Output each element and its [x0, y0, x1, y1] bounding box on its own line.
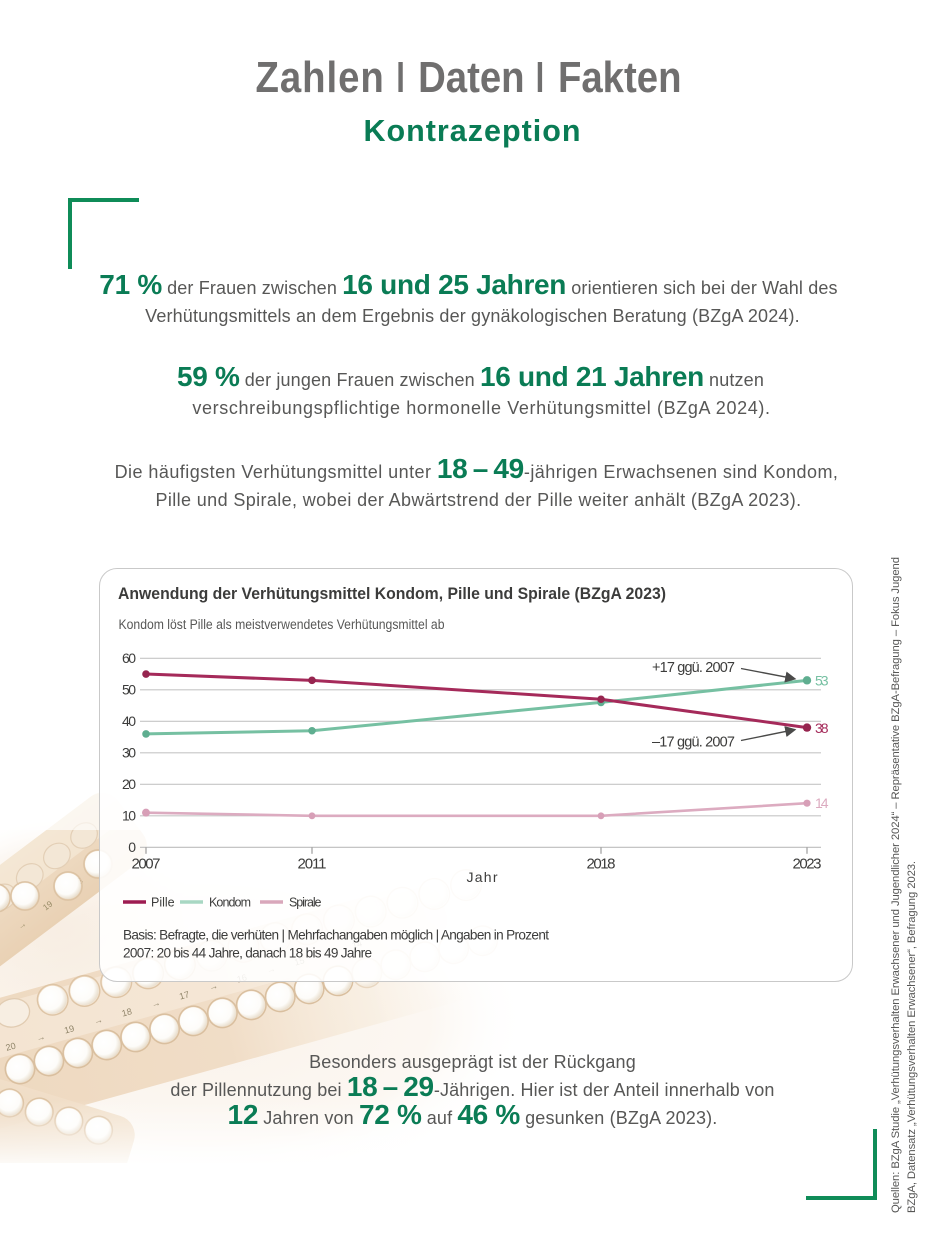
svg-text:60: 60: [122, 650, 136, 666]
svg-text:Pille: Pille: [151, 895, 175, 909]
svg-text:17: 17: [178, 989, 190, 1001]
svg-text:Basis: Befragte, die verhüten: Basis: Befragte, die verhüten | Mehrfach…: [123, 928, 549, 943]
svg-text:–17 ggü. 2007: –17 ggü. 2007: [652, 735, 735, 751]
svg-text:18: 18: [121, 1006, 133, 1018]
svg-text:20: 20: [5, 1041, 17, 1053]
svg-text:→: →: [150, 997, 161, 1009]
svg-text:→: →: [35, 1031, 46, 1043]
svg-text:38: 38: [815, 720, 829, 736]
svg-text:50: 50: [122, 682, 136, 698]
svg-text:2018: 2018: [587, 856, 616, 873]
svg-text:+17 ggü. 2007: +17 ggü. 2007: [652, 660, 735, 676]
svg-text:2007: 2007: [132, 856, 161, 873]
svg-text:20: 20: [122, 776, 136, 792]
svg-text:Anwendung der Verhütungsmittel: Anwendung der Verhütungsmittel Kondom, P…: [118, 585, 666, 603]
svg-text:14: 14: [815, 795, 829, 811]
svg-text:2007: 20 bis 44 Jahre, danach: 2007: 20 bis 44 Jahre, danach 18 bis 49 …: [123, 945, 372, 960]
svg-text:2023: 2023: [793, 856, 822, 873]
svg-text:2011: 2011: [298, 856, 327, 873]
svg-text:Jahr: Jahr: [467, 869, 498, 885]
svg-text:Spirale: Spirale: [289, 895, 322, 909]
svg-text:40: 40: [122, 713, 136, 729]
svg-text:19: 19: [63, 1023, 75, 1035]
svg-text:0: 0: [128, 839, 136, 855]
svg-text:→: →: [93, 1014, 104, 1026]
svg-text:→: →: [208, 980, 219, 992]
svg-text:Kondom: Kondom: [209, 895, 251, 909]
svg-text:53: 53: [815, 673, 829, 689]
svg-text:30: 30: [122, 745, 136, 761]
svg-text:10: 10: [122, 808, 136, 824]
svg-text:Kondom löst Pille als meistver: Kondom löst Pille als meistverwendetes V…: [119, 617, 445, 632]
